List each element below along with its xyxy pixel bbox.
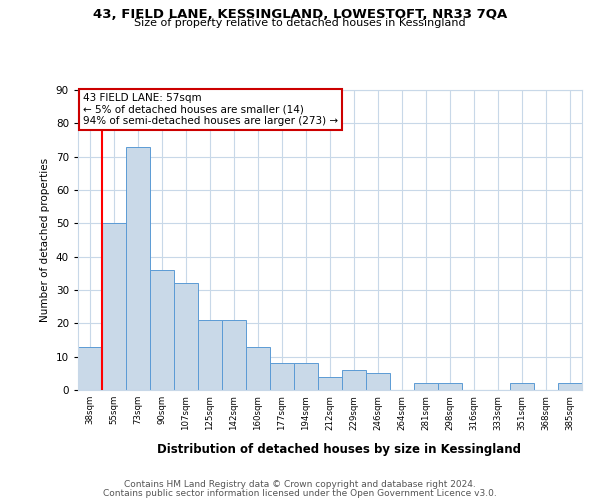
Bar	[270, 364, 294, 390]
Text: 43, FIELD LANE, KESSINGLAND, LOWESTOFT, NR33 7QA: 43, FIELD LANE, KESSINGLAND, LOWESTOFT, …	[93, 8, 507, 20]
Bar	[510, 384, 534, 390]
Bar	[78, 346, 102, 390]
Bar	[438, 384, 462, 390]
Y-axis label: Number of detached properties: Number of detached properties	[40, 158, 50, 322]
Bar	[342, 370, 366, 390]
Bar	[366, 374, 390, 390]
Bar	[318, 376, 342, 390]
Bar	[174, 284, 198, 390]
Bar	[222, 320, 246, 390]
Bar	[558, 384, 582, 390]
Bar	[246, 346, 270, 390]
Text: Contains public sector information licensed under the Open Government Licence v3: Contains public sector information licen…	[103, 489, 497, 498]
Text: Distribution of detached houses by size in Kessingland: Distribution of detached houses by size …	[157, 442, 521, 456]
Text: Size of property relative to detached houses in Kessingland: Size of property relative to detached ho…	[134, 18, 466, 28]
Text: 43 FIELD LANE: 57sqm
← 5% of detached houses are smaller (14)
94% of semi-detach: 43 FIELD LANE: 57sqm ← 5% of detached ho…	[83, 93, 338, 126]
Bar	[126, 146, 150, 390]
Bar	[150, 270, 174, 390]
Bar	[198, 320, 222, 390]
Bar	[414, 384, 438, 390]
Text: Contains HM Land Registry data © Crown copyright and database right 2024.: Contains HM Land Registry data © Crown c…	[124, 480, 476, 489]
Bar	[102, 224, 126, 390]
Bar	[294, 364, 318, 390]
